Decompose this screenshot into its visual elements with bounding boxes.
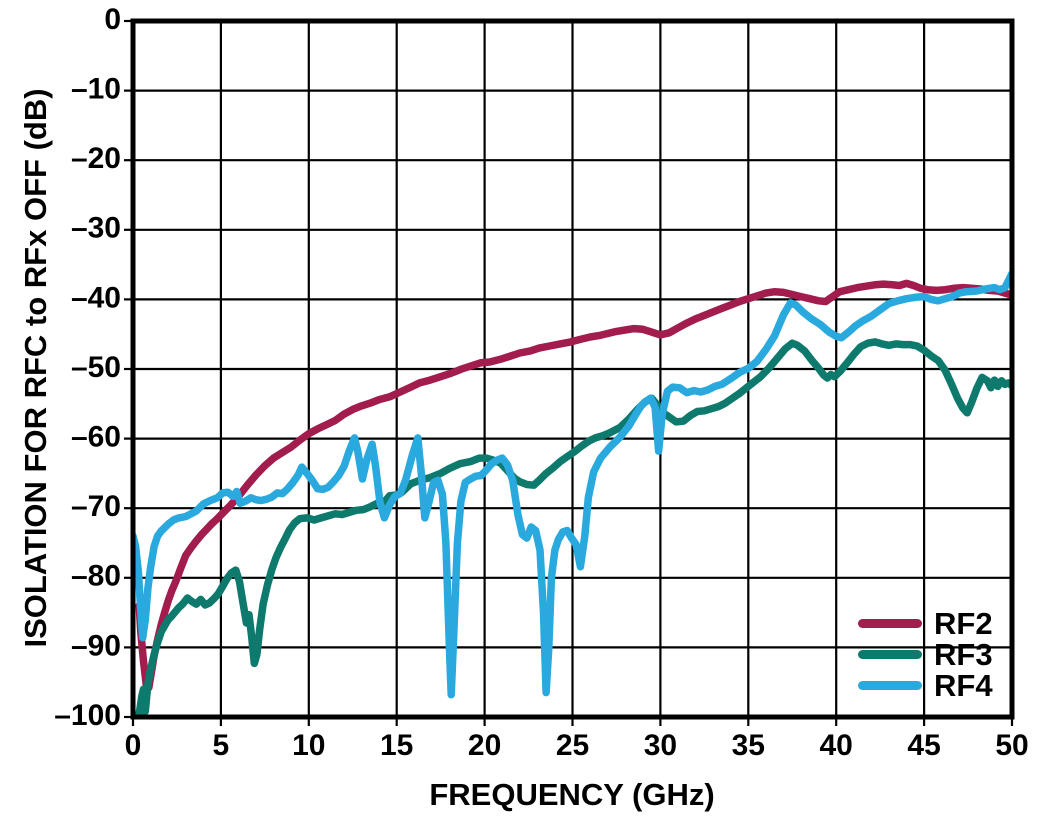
x-tick-label: 25 [556, 729, 589, 762]
y-tick-label: –50 [71, 351, 121, 384]
legend-item-rf3: RF3 [858, 639, 993, 670]
x-tick-label: 10 [292, 729, 325, 762]
series-line-rf2 [135, 279, 1012, 692]
x-tick-label: 5 [213, 729, 230, 762]
y-tick-label: –70 [71, 490, 121, 523]
y-tick-label: 0 [104, 3, 121, 36]
x-tick-label: 0 [125, 729, 142, 762]
y-tick-label: –80 [71, 560, 121, 593]
y-tick-label: –90 [71, 629, 121, 662]
x-tick-label: 45 [907, 729, 940, 762]
legend-swatch-rf4 [858, 681, 922, 690]
y-tick-label: –10 [71, 73, 121, 106]
x-tick-label: 40 [820, 729, 853, 762]
y-axis-title: ISOLATION FOR RFC to RFx OFF (dB) [18, 88, 53, 648]
plot-border [130, 18, 1015, 720]
legend-label-rf2: RF2 [934, 606, 993, 641]
x-tick-label: 15 [380, 729, 413, 762]
tick-label-layer: 0 5 10 15 20 25 30 35 40 45 50 0 –10 –20 –30 –40 –50 –60 –… [54, 3, 1028, 762]
x-tick-label: 20 [468, 729, 501, 762]
legend-label-rf4: RF4 [934, 668, 993, 703]
legend-swatch-rf2 [858, 619, 922, 628]
series-line-rf4 [133, 269, 1012, 699]
x-tick-label: 35 [732, 729, 765, 762]
legend-label-rf3: RF3 [934, 637, 993, 672]
legend-item-rf2: RF2 [858, 608, 993, 639]
legend: RF2 RF3 RF4 [858, 608, 993, 701]
legend-swatch-rf3 [858, 650, 922, 659]
y-tick-label: –100 [54, 699, 121, 732]
y-tick-label: –60 [71, 421, 121, 454]
series-layer [133, 269, 1012, 717]
legend-item-rf4: RF4 [858, 670, 993, 701]
y-tick-label: –20 [71, 142, 121, 175]
x-tick-label: 30 [644, 729, 677, 762]
x-tick-label: 50 [995, 729, 1028, 762]
series-line-rf3 [134, 338, 1012, 717]
x-axis-title: FREQUENCY (GHz) [429, 777, 715, 812]
y-tick-label: –30 [71, 212, 121, 245]
y-tick-label: –40 [71, 281, 121, 314]
